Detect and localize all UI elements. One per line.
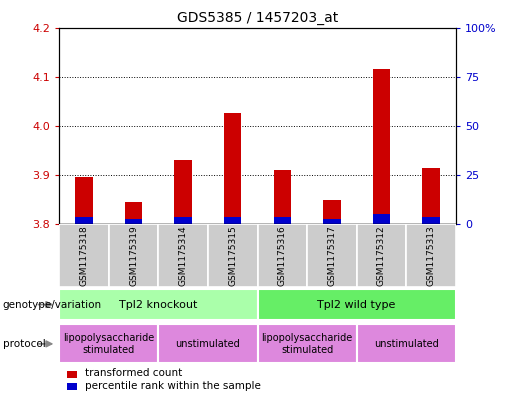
Text: GSM1175317: GSM1175317 <box>328 225 336 286</box>
Text: GSM1175316: GSM1175316 <box>278 225 287 286</box>
Bar <box>224 114 242 224</box>
FancyBboxPatch shape <box>59 224 109 287</box>
FancyBboxPatch shape <box>406 224 456 287</box>
Bar <box>273 170 291 224</box>
FancyBboxPatch shape <box>307 224 356 287</box>
Bar <box>323 219 340 224</box>
Text: genotype/variation: genotype/variation <box>3 299 101 310</box>
FancyBboxPatch shape <box>208 224 258 287</box>
Text: GSM1175319: GSM1175319 <box>129 225 138 286</box>
FancyBboxPatch shape <box>258 224 307 287</box>
Bar <box>125 219 142 224</box>
Bar <box>75 177 93 224</box>
Bar <box>224 217 242 224</box>
Bar <box>175 160 192 224</box>
Bar <box>159 325 258 363</box>
Title: GDS5385 / 1457203_at: GDS5385 / 1457203_at <box>177 11 338 25</box>
Bar <box>258 288 456 321</box>
Bar <box>59 325 159 363</box>
Bar <box>67 371 77 378</box>
Bar <box>175 217 192 224</box>
Text: protocol: protocol <box>3 339 45 349</box>
FancyBboxPatch shape <box>109 224 159 287</box>
Bar <box>67 384 77 390</box>
Text: GSM1175314: GSM1175314 <box>179 225 187 286</box>
Text: Tpl2 knockout: Tpl2 knockout <box>119 299 198 310</box>
Text: GSM1175313: GSM1175313 <box>426 225 436 286</box>
Text: percentile rank within the sample: percentile rank within the sample <box>85 380 261 391</box>
FancyBboxPatch shape <box>159 224 208 287</box>
Bar <box>422 167 440 224</box>
Bar <box>125 202 142 224</box>
Bar <box>356 325 456 363</box>
Bar <box>422 217 440 224</box>
Text: lipopolysaccharide
stimulated: lipopolysaccharide stimulated <box>63 333 154 354</box>
Text: Tpl2 wild type: Tpl2 wild type <box>317 299 396 310</box>
Bar <box>323 200 340 224</box>
Text: unstimulated: unstimulated <box>176 339 241 349</box>
Text: transformed count: transformed count <box>85 368 182 378</box>
Bar <box>75 217 93 224</box>
Bar <box>59 288 258 321</box>
Bar <box>373 69 390 224</box>
Bar <box>258 325 356 363</box>
Text: GSM1175318: GSM1175318 <box>79 225 89 286</box>
Text: unstimulated: unstimulated <box>374 339 439 349</box>
Text: lipopolysaccharide
stimulated: lipopolysaccharide stimulated <box>262 333 353 354</box>
FancyBboxPatch shape <box>356 224 406 287</box>
Text: GSM1175312: GSM1175312 <box>377 225 386 286</box>
Text: GSM1175315: GSM1175315 <box>228 225 237 286</box>
Bar <box>373 214 390 224</box>
Bar <box>273 217 291 224</box>
